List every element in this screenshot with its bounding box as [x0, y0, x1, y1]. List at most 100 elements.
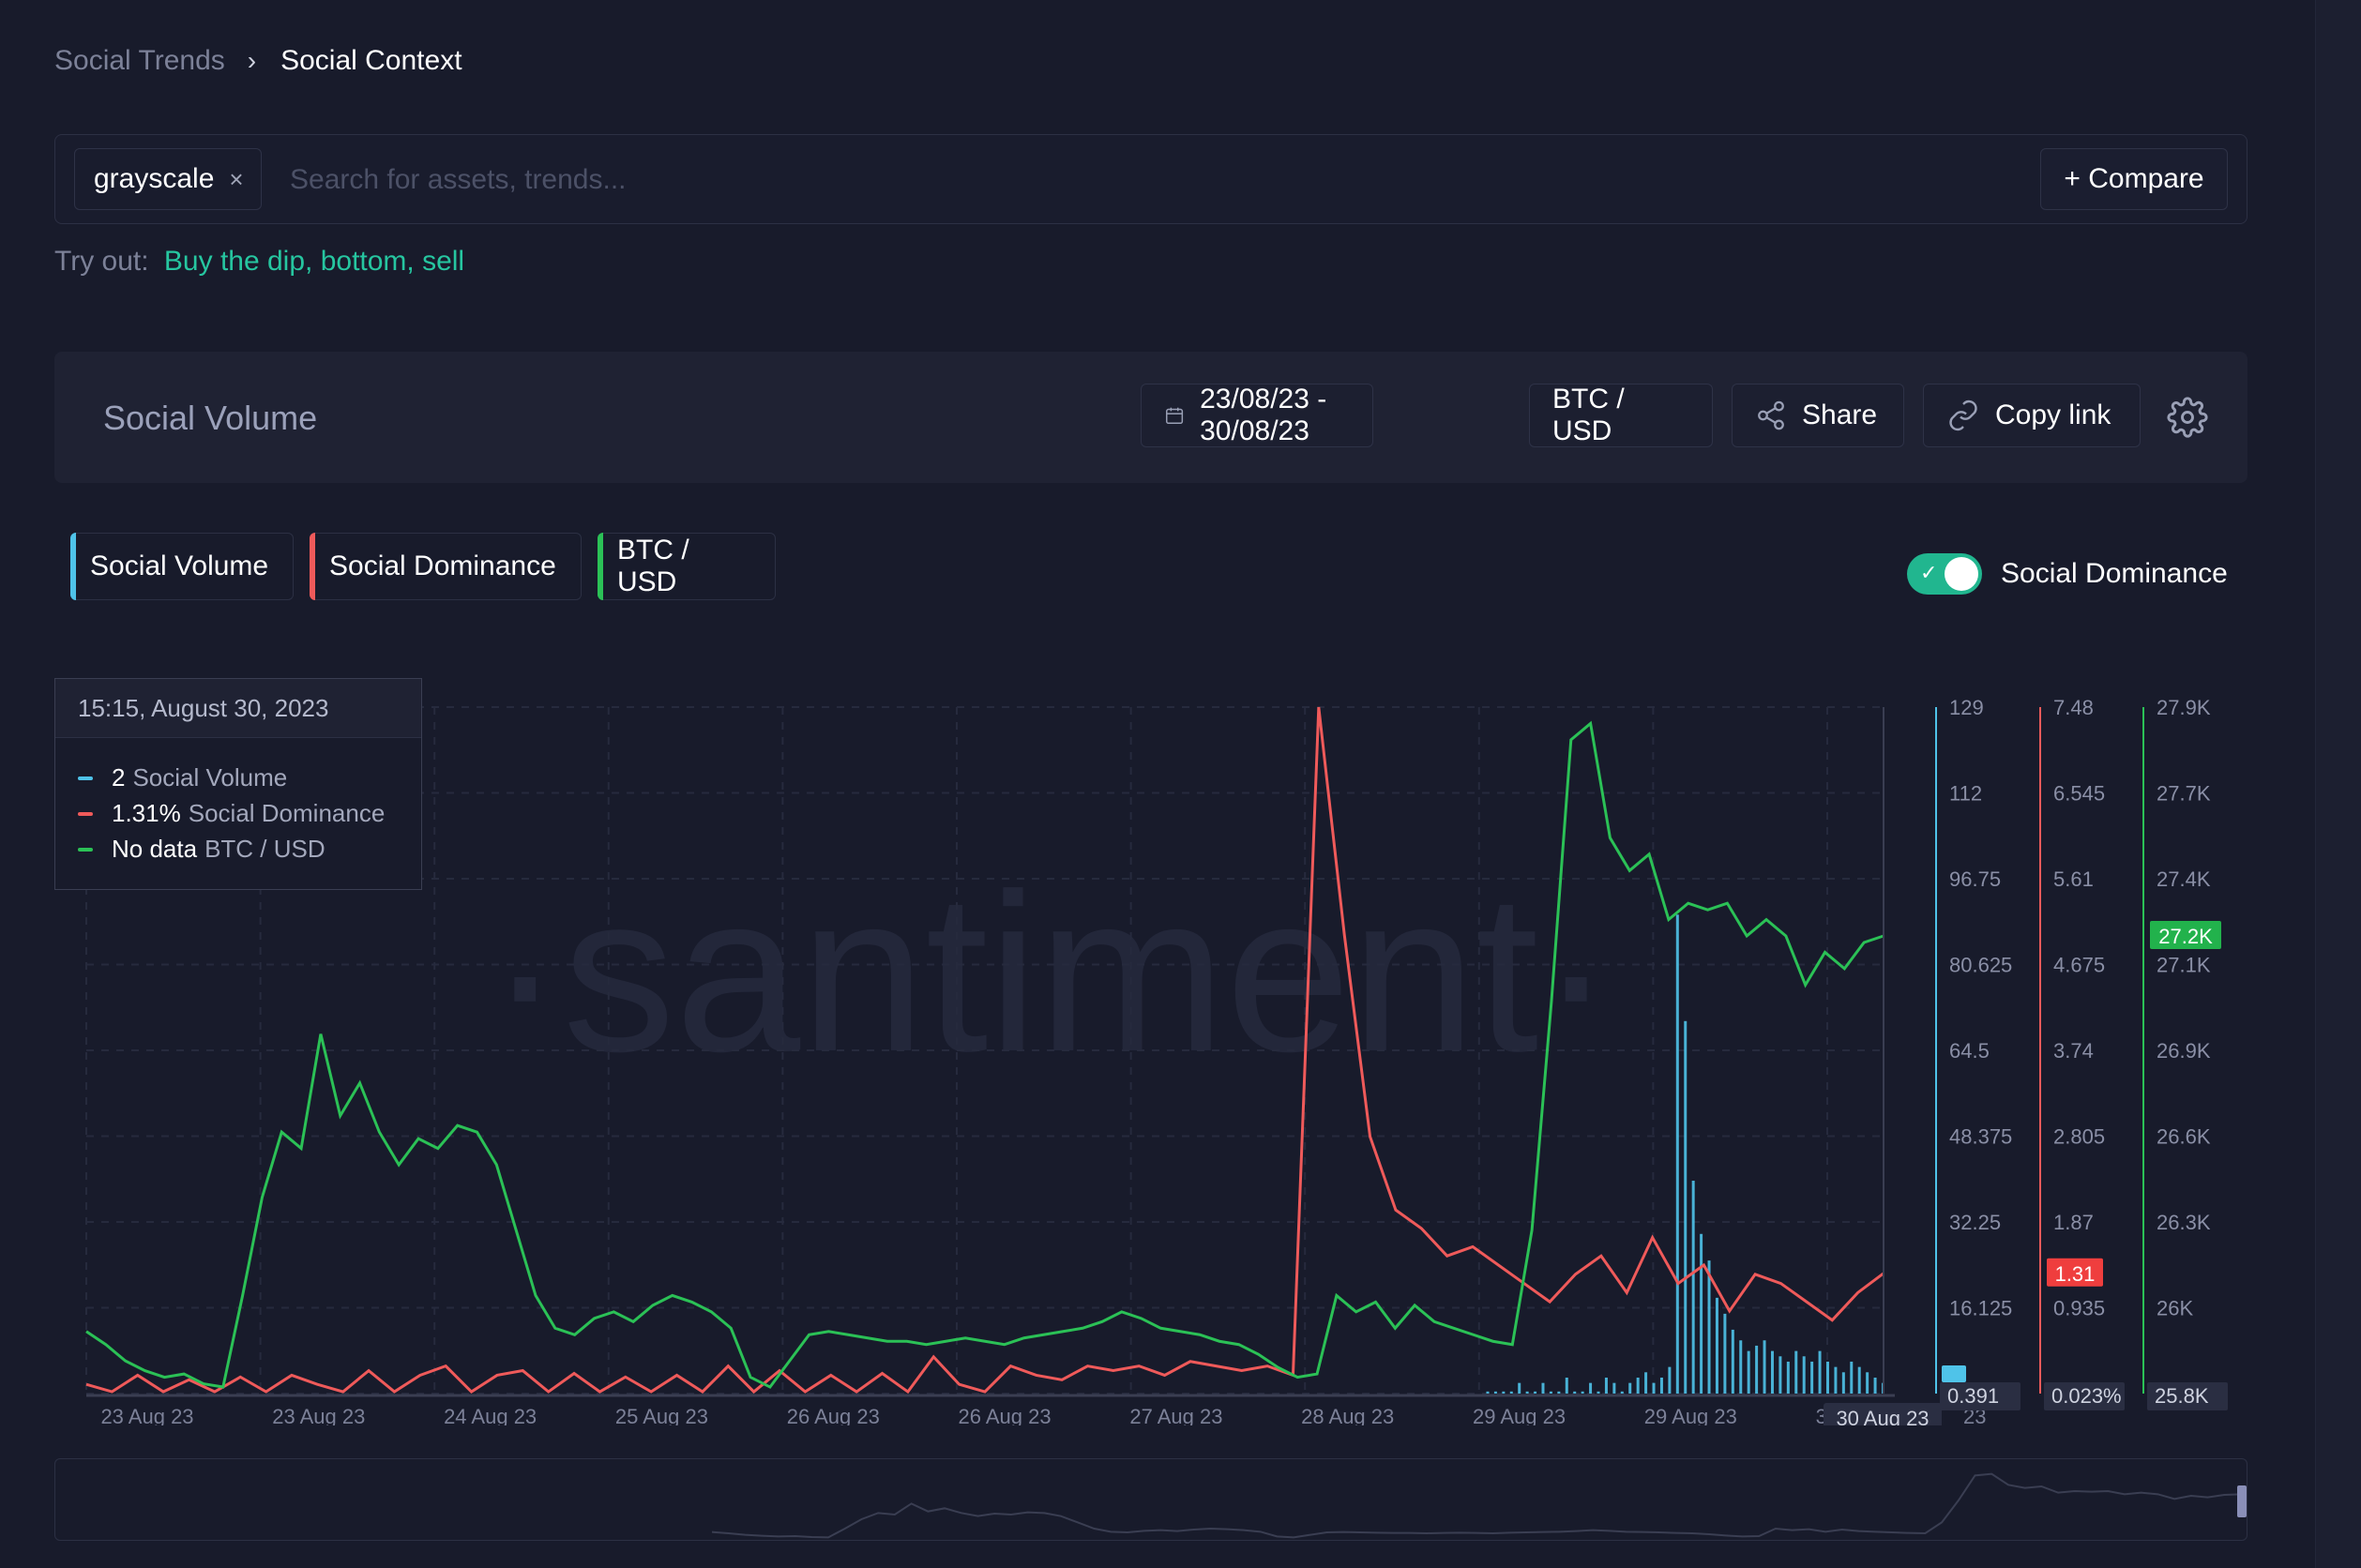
x-tick-label: 27 Aug 23: [1129, 1405, 1222, 1425]
social-volume-tick-label: 80.625: [1949, 954, 2012, 977]
navigator-sparkline: [711, 1472, 2247, 1539]
social-volume-bar: [1509, 1391, 1513, 1394]
social-volume-current-badge: [1942, 1365, 1966, 1382]
tooltip-color-dash: [78, 811, 93, 816]
social-volume-bar: [1493, 1391, 1497, 1394]
close-icon[interactable]: ×: [229, 164, 244, 193]
copy-link-button[interactable]: Copy link: [1923, 384, 2141, 447]
btc-usd-line: [85, 720, 1884, 1389]
toggle-knob: [1945, 557, 1978, 591]
social-volume-bar: [1707, 1260, 1711, 1394]
social-volume-bar: [1652, 1382, 1656, 1394]
social-volume-bar: [1525, 1391, 1529, 1394]
social-volume-min-badge: [1940, 1382, 2020, 1410]
breadcrumb-social-context: Social Context: [280, 45, 462, 76]
toggle-switch[interactable]: ✓: [1907, 553, 1982, 595]
social-dominance-tick-label: 6.545: [2053, 782, 2105, 806]
social-dominance-tick-label: 4.675: [2053, 954, 2105, 977]
btc-usd-tick-label: 26.6K: [2157, 1125, 2211, 1149]
legend-color-bar: [70, 533, 76, 600]
share-icon: [1758, 400, 1784, 430]
social-volume-bar: [1715, 1297, 1718, 1394]
social-volume-bar: [1825, 1361, 1829, 1394]
tooltip-color-dash: [78, 847, 93, 852]
social-dominance-current-badge: [2047, 1258, 2103, 1287]
social-dominance-tick-label: 5.61: [2053, 867, 2094, 891]
social-dominance-tick-label: 1.87: [2053, 1211, 2094, 1234]
range-navigator[interactable]: [54, 1458, 2247, 1541]
social-volume-bar: [1770, 1350, 1774, 1394]
social-volume-bar: [1802, 1356, 1806, 1394]
btc-usd-current-badge: [2150, 921, 2221, 949]
legend-btc-usd[interactable]: BTC / USD: [598, 533, 776, 600]
social-volume-bar: [1755, 1345, 1759, 1394]
date-range-button[interactable]: 23/08/23 - 30/08/23: [1141, 384, 1373, 447]
legend-label: BTC / USD: [617, 535, 689, 597]
social-volume-tick-label: 112: [1949, 782, 1982, 806]
social-volume-bar: [1857, 1366, 1861, 1394]
social-volume-bar: [1850, 1361, 1854, 1394]
social-volume-bar: [1810, 1361, 1814, 1394]
legend-social-dominance[interactable]: Social Dominance: [310, 533, 582, 600]
chart-tooltip: 15:15, August 30, 2023 2 Social Volume 1…: [54, 678, 422, 890]
check-icon: ✓: [1920, 561, 1938, 584]
tooltip-row-social-dominance: 1.31% Social Dominance: [78, 799, 385, 828]
try-out-label: Try out:: [54, 246, 149, 277]
search-input[interactable]: [288, 156, 1793, 204]
social-dominance-current-label: 1.31: [2055, 1262, 2096, 1286]
search-chip-label: grayscale: [94, 163, 215, 194]
social-volume-tick-label: 129: [1949, 696, 1984, 719]
chevron-right-icon: ›: [247, 46, 257, 75]
x-tick-label: 24 Aug 23: [444, 1405, 537, 1425]
chart[interactable]: ·santiment·23 Aug 23 23 Aug 23 24 Aug 23 25…: [0, 656, 2315, 1425]
social-dominance-line: [85, 706, 1884, 1395]
compare-button[interactable]: + Compare: [2040, 148, 2228, 210]
tooltip-series-name: Social Volume: [132, 763, 288, 792]
social-volume-tick-label: 32.25: [1949, 1211, 2001, 1234]
scrollbar[interactable]: [2315, 0, 2361, 1568]
btc-usd-tick-label: 26K: [2157, 1297, 2193, 1320]
social-dominance-tick-label: 2.805: [2053, 1125, 2105, 1149]
chart-header: Social Volume 23/08/23 - 30/08/23 BTC / …: [54, 352, 2247, 483]
social-volume-bar: [1684, 1020, 1688, 1394]
social-dominance-tick-label: 0.935: [2053, 1297, 2105, 1320]
social-volume-tick-label: 16.125: [1949, 1297, 2012, 1320]
legend-color-bar: [310, 533, 315, 600]
try-out-suggestions[interactable]: Buy the dip, bottom, sell: [163, 246, 465, 277]
social-volume-bar: [1534, 1391, 1537, 1394]
highlighted-date-label: 30 Aug 23: [1836, 1407, 1929, 1425]
breadcrumb-social-trends[interactable]: Social Trends: [54, 45, 225, 76]
gear-icon[interactable]: [2167, 397, 2208, 438]
btc-usd-tick-label: 27.4K: [2157, 867, 2211, 891]
tooltip-value: No data: [112, 835, 198, 863]
tooltip-row-social-volume: 2 Social Volume: [78, 763, 287, 792]
social-volume-bar: [1731, 1329, 1734, 1394]
copy-link-label: Copy link: [1995, 400, 2111, 430]
social-volume-bar: [1557, 1391, 1561, 1394]
social-dominance-toggle[interactable]: ✓ Social Dominance: [1907, 553, 2228, 595]
social-volume-bar: [1573, 1391, 1577, 1394]
tooltip-row-btc-usd: No data BTC / USD: [78, 835, 325, 864]
btc-usd-min-badge: [2147, 1382, 2228, 1410]
legend-social-volume[interactable]: Social Volume: [70, 533, 294, 600]
x-tick-label: 26 Aug 23: [959, 1405, 1052, 1425]
pair-button[interactable]: BTC / USD: [1529, 384, 1713, 447]
search-chip[interactable]: grayscale ×: [74, 148, 262, 210]
x-tick-label: 29 Aug 23: [1644, 1405, 1737, 1425]
social-volume-bar: [1866, 1372, 1869, 1394]
social-volume-tick-label: 96.75: [1949, 867, 2001, 891]
breadcrumb: Social Trends › Social Context: [54, 45, 462, 77]
navigator-line: [711, 1472, 2242, 1539]
btc-usd-tick-label: 27.9K: [2157, 696, 2211, 719]
legend-label: Social Volume: [90, 550, 269, 581]
tooltip-color-dash: [78, 776, 93, 780]
navigator-handle[interactable]: [2237, 1485, 2247, 1517]
social-volume-bar: [1612, 1382, 1616, 1394]
share-button[interactable]: Share: [1732, 384, 1904, 447]
legend-label: Social Dominance: [329, 550, 556, 581]
social-volume-bar: [1700, 1233, 1703, 1394]
toggle-label: Social Dominance: [2001, 558, 2228, 589]
btc-usd-tick-label: 26.3K: [2157, 1211, 2211, 1234]
social-volume-bar: [1541, 1382, 1545, 1394]
